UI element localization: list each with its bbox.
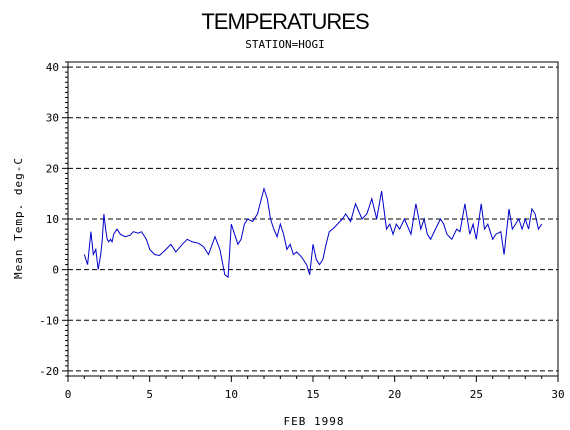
x-axis-label: FEB 1998 xyxy=(284,415,345,428)
y-tick-label: 30 xyxy=(46,112,59,125)
y-tick-label: 40 xyxy=(46,61,59,74)
x-tick-label: 20 xyxy=(388,388,401,401)
gridlines xyxy=(68,66,558,372)
x-tick-label: 0 xyxy=(65,388,72,401)
x-tick-label: 15 xyxy=(306,388,319,401)
y-tick-label: 10 xyxy=(46,213,59,226)
x-tick-label: 25 xyxy=(470,388,483,401)
y-tick-label: -10 xyxy=(39,314,59,327)
x-tick-label: 10 xyxy=(225,388,238,401)
y-tick-label: 0 xyxy=(52,264,59,277)
x-tick-label: 30 xyxy=(551,388,564,401)
x-tick-label: 5 xyxy=(146,388,153,401)
y-axis-label: Mean Temp. deg-C xyxy=(12,157,25,279)
y-tick-label: -20 xyxy=(39,365,59,378)
series-line xyxy=(83,186,543,279)
y-axis: -20 -10 0 10 20 30 40 xyxy=(39,61,68,378)
y-tick-label: 20 xyxy=(46,162,59,175)
chart-title: TEMPERATURES xyxy=(201,9,369,34)
chart-subtitle: STATION=HOGI xyxy=(245,38,324,51)
x-axis: 0 5 10 15 20 25 30 xyxy=(65,376,565,401)
